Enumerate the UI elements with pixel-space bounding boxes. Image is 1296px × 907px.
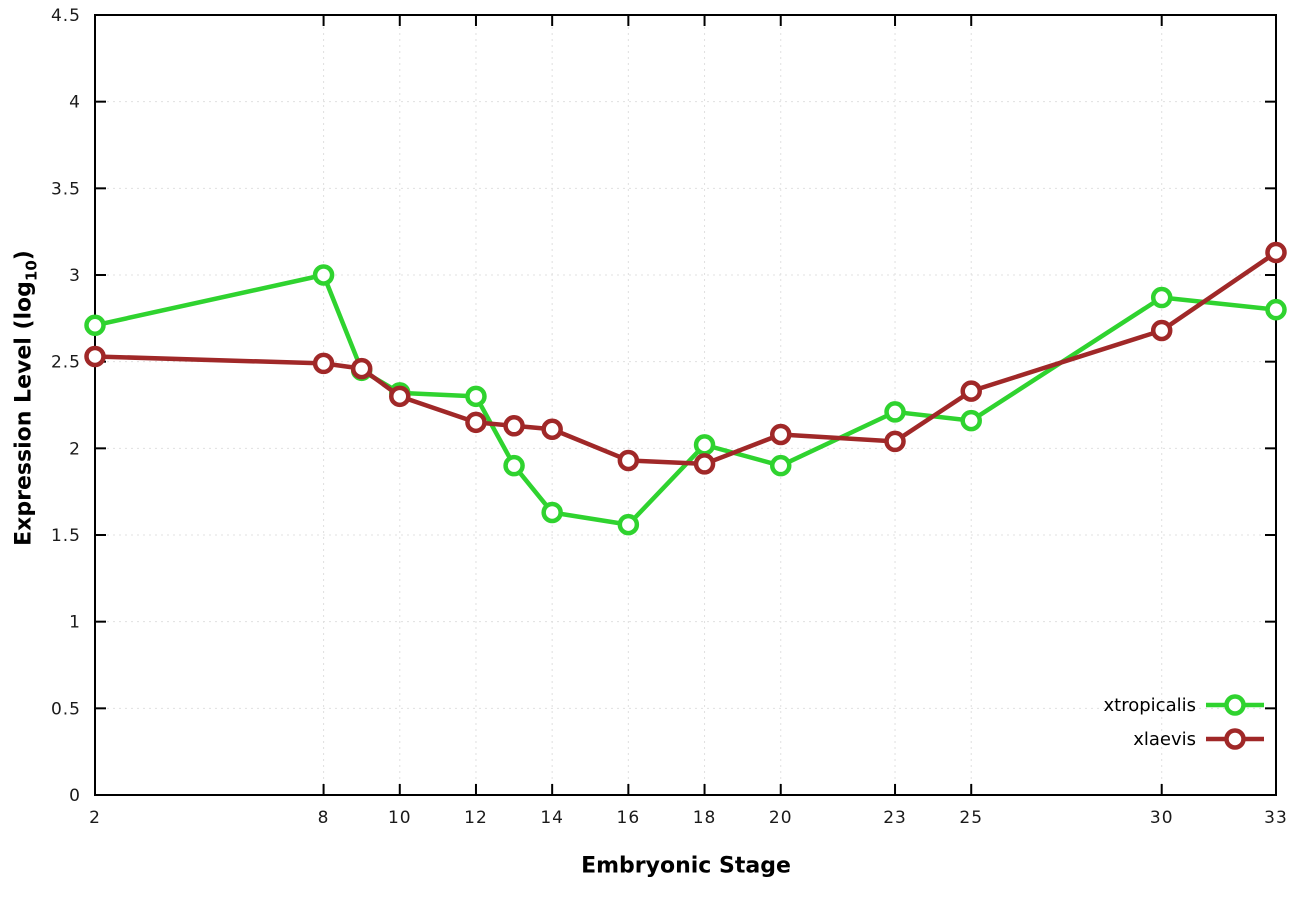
- xlaevis-marker: [1150, 319, 1173, 342]
- y-axis-label-text: Expression Level (log: [11, 281, 37, 546]
- series-xtropicalis: [84, 264, 1287, 536]
- series-xlaevis: [84, 241, 1287, 475]
- legend-label: xlaevis: [1133, 729, 1196, 750]
- series-xtropicalis-markers: [84, 264, 1287, 536]
- y-tick-labels: 0 0.5 1 1.5 2 2.5 3 3.5 4 4.5: [51, 6, 81, 806]
- xlaevis-marker: [84, 345, 106, 368]
- xtropicalis-marker: [465, 385, 487, 408]
- legend-item-xtropicalis: xtropicalis: [1104, 694, 1264, 716]
- x-tick-label: 30: [1150, 808, 1174, 828]
- x-tick-label: 8: [318, 808, 330, 828]
- xtropicalis-marker: [693, 434, 716, 456]
- xlaevis-marker: [541, 418, 563, 441]
- xtropicalis-marker: [84, 314, 106, 337]
- xtropicalis-marker: [503, 454, 525, 477]
- x-tick-label: 20: [769, 808, 793, 828]
- legend-item-xlaevis: xlaevis: [1133, 728, 1264, 750]
- y-tick-label: 4: [69, 93, 81, 113]
- xtropicalis-marker: [769, 454, 792, 477]
- x-tick-label: 12: [464, 808, 488, 828]
- xlaevis-marker: [503, 415, 525, 437]
- xtropicalis-marker: [312, 264, 335, 286]
- y-tick-label: 1: [69, 613, 81, 633]
- y-tick-label: 0.5: [51, 699, 81, 719]
- y-tick-label: 2: [69, 439, 81, 459]
- tick-marks: [94, 14, 1277, 796]
- y-tick-label: 0: [69, 786, 81, 806]
- legend: xtropicalis xlaevis: [1104, 694, 1264, 750]
- series-xtropicalis-line: [92, 272, 1279, 527]
- x-tick-label: 10: [388, 808, 412, 828]
- xlaevis-marker: [350, 357, 373, 380]
- y-tick-label: 3: [69, 266, 81, 286]
- x-tick-label: 18: [693, 808, 717, 828]
- grid-lines: [94, 14, 1277, 796]
- x-tick-label: 23: [883, 808, 907, 828]
- x-tick-label: 2: [89, 808, 101, 828]
- x-tick-label: 14: [540, 808, 564, 828]
- legend-marker-sample: [1224, 728, 1246, 750]
- xtropicalis-marker: [617, 513, 640, 536]
- y-tick-label: 1.5: [51, 526, 81, 546]
- series-xlaevis-markers: [84, 241, 1287, 475]
- xlaevis-marker: [960, 380, 982, 402]
- xlaevis-marker: [617, 449, 640, 472]
- x-axis-label: Embryonic Stage: [581, 853, 791, 879]
- xtropicalis-marker: [884, 401, 906, 423]
- y-axis-label: Expression Level (log10): [12, 250, 41, 546]
- xlaevis-marker: [465, 411, 487, 434]
- xtropicalis-marker: [541, 501, 563, 524]
- xtropicalis-marker: [960, 409, 982, 432]
- legend-label: xtropicalis: [1104, 695, 1196, 716]
- y-tick-label: 4.5: [51, 6, 81, 26]
- y-axis-label-close: ): [11, 250, 37, 261]
- xlaevis-marker: [312, 352, 335, 375]
- x-tick-label: 33: [1264, 808, 1288, 828]
- xlaevis-marker: [769, 423, 792, 446]
- x-tick-label: 25: [959, 808, 983, 828]
- x-tick-labels: 2 8 10 12 14 16 18 20 23 25 30 33: [89, 808, 1288, 828]
- y-tick-label: 2.5: [51, 353, 81, 373]
- plot-border: [94, 14, 1277, 796]
- xtropicalis-marker: [1150, 286, 1173, 309]
- xlaevis-marker: [693, 453, 716, 475]
- xlaevis-marker: [884, 430, 906, 453]
- y-axis-label-subscript: 10: [22, 260, 41, 282]
- x-tick-label: 16: [617, 808, 641, 828]
- legend-marker-sample: [1224, 694, 1246, 716]
- xlaevis-marker: [1265, 241, 1287, 264]
- y-tick-label: 3.5: [51, 179, 81, 199]
- xlaevis-marker: [389, 385, 411, 408]
- xtropicalis-marker: [1265, 298, 1287, 321]
